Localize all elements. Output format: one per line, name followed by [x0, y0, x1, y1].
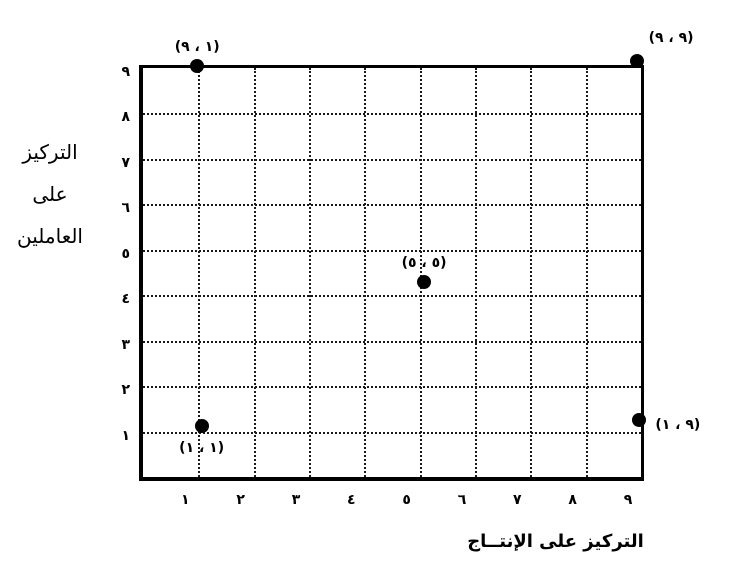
- x-tick-label: ٨: [568, 492, 577, 508]
- point-label: (١ ، ١): [179, 440, 225, 457]
- data-point: [632, 413, 647, 428]
- x-tick-label: ٢: [236, 492, 245, 508]
- gridline-horizontal: [143, 295, 641, 298]
- gridline-horizontal: [143, 386, 641, 389]
- y-axis-title-line-3: العاملين: [17, 224, 83, 248]
- gridline-horizontal: [143, 249, 641, 252]
- y-tick-label: ٦: [121, 200, 130, 217]
- gridline-horizontal: [143, 204, 641, 207]
- x-tick-label: ٦: [457, 492, 467, 508]
- gridline-vertical: [419, 68, 422, 477]
- gridline-horizontal: [143, 113, 641, 116]
- y-tick-label: ٥: [121, 245, 130, 262]
- y-axis-title-line-1: التركيز: [22, 140, 78, 164]
- data-point: [194, 419, 209, 434]
- gridline-vertical: [364, 68, 367, 477]
- data-point: [417, 274, 432, 289]
- point-label: (٩ ، ١): [174, 38, 220, 55]
- gridline-vertical: [253, 68, 256, 477]
- x-tick-label: ٧: [513, 492, 522, 508]
- y-axis-title: التركيز على العاملين: [4, 131, 96, 257]
- gridline-horizontal: [143, 340, 641, 343]
- plot-area: [139, 65, 644, 481]
- point-label: (٩ ، ٩): [648, 30, 694, 47]
- data-point: [190, 58, 205, 73]
- gridline-horizontal: [143, 158, 641, 161]
- y-tick-label: ٧: [121, 154, 130, 171]
- x-axis-title: التركيز على الإنتــاج: [467, 531, 644, 552]
- y-tick-label: ١: [121, 427, 130, 444]
- y-tick-label: ٨: [121, 109, 130, 126]
- y-axis-title-line-2: على: [32, 182, 68, 206]
- x-tick-label: ٤: [347, 492, 356, 508]
- y-tick-label: ٩: [121, 64, 130, 80]
- y-tick-label: ٢: [121, 382, 130, 399]
- y-tick-label: ٤: [121, 291, 130, 308]
- x-tick-label: ٣: [291, 492, 301, 508]
- data-point: [629, 54, 644, 69]
- gridline-vertical: [198, 68, 201, 477]
- point-label: (١ ، ٩): [655, 417, 701, 434]
- x-tick-label: ٩: [623, 492, 633, 508]
- gridline-vertical: [309, 68, 311, 477]
- y-tick-label: ٣: [121, 336, 130, 353]
- point-label: (٥ ، ٥): [401, 254, 447, 271]
- gridline-horizontal: [143, 431, 641, 434]
- gridline-vertical: [475, 68, 477, 477]
- x-tick-label: ٥: [402, 492, 411, 508]
- gridline-vertical: [530, 68, 533, 477]
- gridline-vertical: [585, 68, 588, 477]
- x-tick-label: ١: [181, 492, 190, 508]
